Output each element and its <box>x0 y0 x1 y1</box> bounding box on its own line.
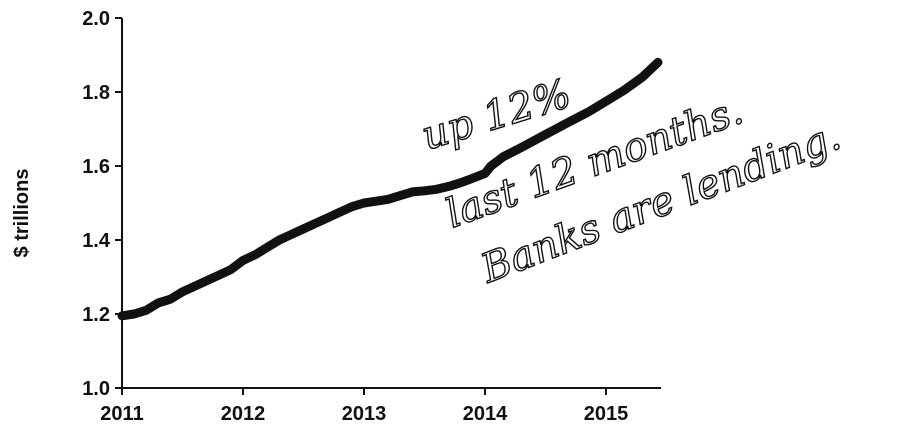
x-ticks: 2011 2012 2013 2014 2015 <box>100 388 628 425</box>
x-tick-label: 2013 <box>342 403 387 425</box>
handwritten-note: up 12% last 12 months. Banks are lending… <box>416 70 848 293</box>
y-tick-label: 1.6 <box>82 156 110 178</box>
x-tick-label: 2014 <box>463 403 508 425</box>
y-axis-title: $ trillions <box>11 169 33 258</box>
x-tick-label: 2011 <box>100 403 143 425</box>
x-tick-label: 2015 <box>584 403 629 425</box>
y-tick-label: 1.4 <box>82 230 111 252</box>
series-line <box>117 57 663 321</box>
handwritten-note-line-1: up 12% <box>416 71 576 160</box>
y-tick-label: 2.0 <box>82 8 110 30</box>
axes <box>121 18 661 389</box>
y-tick-label: 1.0 <box>82 378 110 400</box>
y-tick-label: 1.8 <box>82 82 110 104</box>
y-ticks: 1.0 1.2 1.4 1.6 1.8 2.0 <box>82 8 122 400</box>
y-tick-label: 1.2 <box>82 304 110 326</box>
x-tick-label: 2012 <box>221 403 266 425</box>
